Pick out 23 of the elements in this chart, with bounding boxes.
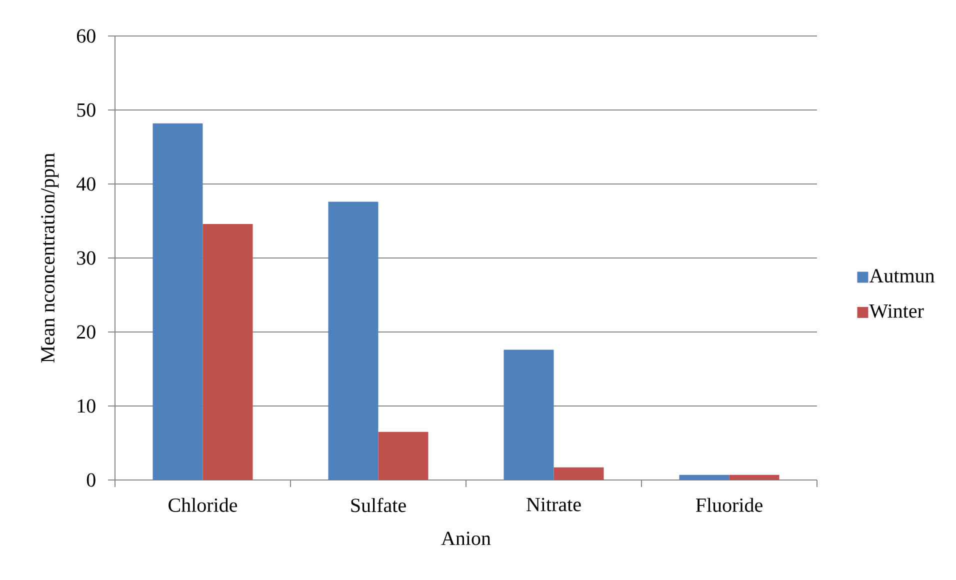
bar [152,123,203,480]
y-tick-label: 30 [77,251,96,265]
y-tick-label: 0 [86,473,96,487]
y-tick-label: 40 [76,177,96,191]
legend-label: Winter [869,304,924,318]
bar [378,432,428,480]
x-tick-label: Fluoride [696,498,762,512]
y-axis-title: Mean nconcentration/ppm [41,153,59,363]
bar [504,350,554,480]
y-tick-label: 10 [78,399,96,413]
x-tick-label: Nitrate [526,498,581,512]
y-tick-label: 50 [77,103,96,117]
y-tick-label: 20 [77,325,96,339]
y-tick-label: 60 [76,29,96,43]
legend-label: Autmun [869,269,934,283]
bar [328,202,378,480]
x-tick-label: Sulfate [351,498,406,512]
x-axis-title: Anion [441,532,491,546]
bar [202,224,253,480]
x-tick-label: Chloride [168,498,238,512]
bar [679,474,730,480]
bar [729,474,780,480]
bar [554,467,604,480]
